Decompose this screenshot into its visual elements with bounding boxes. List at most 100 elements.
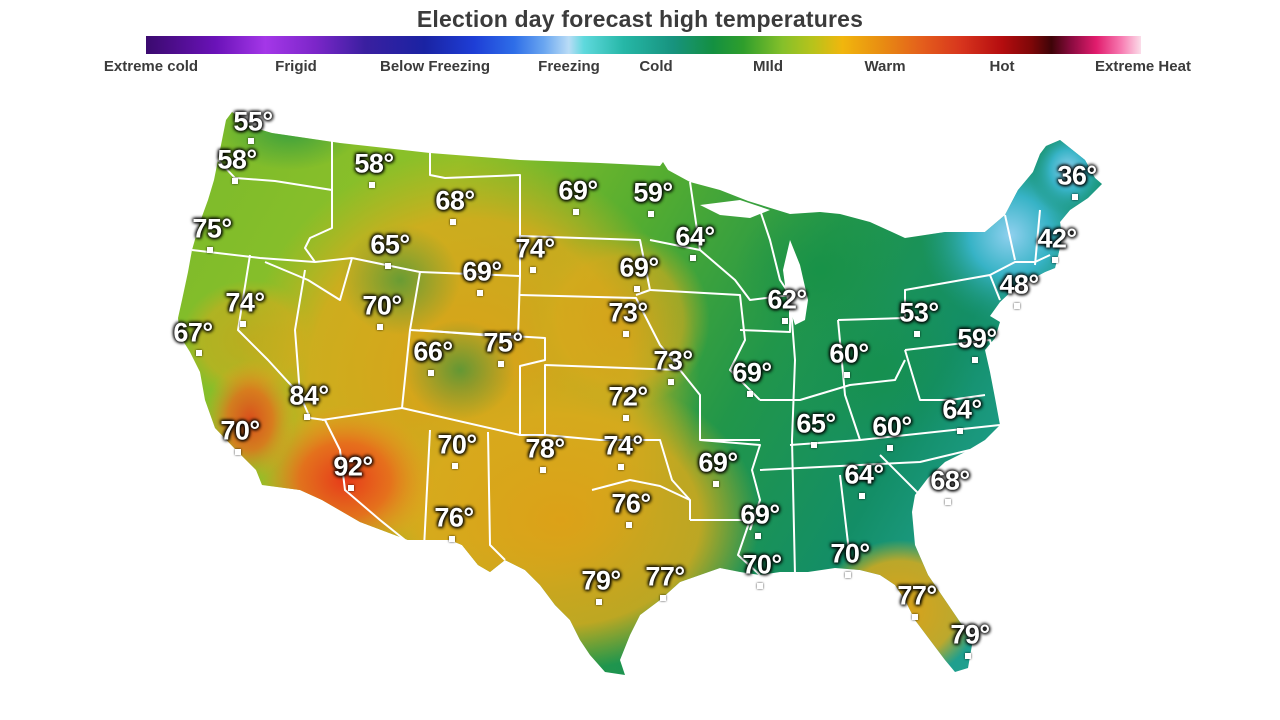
temp-label-sioux-falls: 69° (619, 252, 659, 283)
city-marker (634, 286, 640, 292)
city-marker (207, 247, 213, 253)
temp-label-portland: 58° (217, 144, 257, 175)
city-marker (626, 522, 632, 528)
temp-label-san-antonio: 79° (581, 565, 621, 596)
temp-label-bismarck: 69° (558, 175, 598, 206)
temp-label-wichita: 72° (608, 381, 648, 412)
temp-label-oklahoma-city: 74° (603, 430, 643, 461)
city-marker (912, 614, 918, 620)
city-marker (757, 583, 763, 589)
temp-label-washington-dc: 59° (957, 323, 997, 354)
state-borders (191, 132, 1051, 576)
city-marker (1052, 257, 1058, 263)
city-marker (782, 318, 788, 324)
city-marker (660, 595, 666, 601)
legend-label-extreme-heat: Extreme Heat (1095, 58, 1191, 75)
city-marker (690, 255, 696, 261)
temp-label-new-york: 48° (999, 269, 1039, 300)
temp-label-atlanta: 64° (844, 459, 884, 490)
city-marker (747, 391, 753, 397)
temp-label-pittsburgh: 53° (899, 297, 939, 328)
city-marker (498, 361, 504, 367)
city-marker (385, 263, 391, 269)
city-marker (887, 445, 893, 451)
legend-label-extreme-cold: Extreme cold (103, 58, 199, 75)
temp-label-duluth: 59° (633, 177, 673, 208)
city-marker (1072, 194, 1078, 200)
city-marker (235, 449, 241, 455)
city-marker (623, 415, 629, 421)
temp-label-seattle: 55° (233, 106, 273, 137)
temp-label-reno: 74° (225, 287, 265, 318)
temp-label-columbus: 60° (829, 338, 869, 369)
temp-label-tallahassee: 70° (830, 538, 870, 569)
legend-label-cold: Cold (639, 58, 673, 75)
city-marker (377, 324, 383, 330)
temp-label-salt-lake-city: 70° (362, 290, 402, 321)
city-marker (811, 442, 817, 448)
temp-label-grand-junction: 66° (413, 336, 453, 367)
city-marker (972, 357, 978, 363)
temp-label-miami: 79° (950, 619, 990, 650)
temp-label-boston: 42° (1037, 223, 1077, 254)
city-marker (859, 493, 865, 499)
legend-label-mild: MIld (753, 58, 783, 75)
temp-label-little-rock: 69° (698, 447, 738, 478)
city-marker (232, 178, 238, 184)
temp-label-charleston: 68° (930, 465, 970, 496)
temp-label-raleigh: 64° (942, 394, 982, 425)
city-marker (573, 209, 579, 215)
temp-label-amarillo: 78° (525, 433, 565, 464)
city-marker (618, 464, 624, 470)
city-marker (957, 428, 963, 434)
temp-label-albuquerque: 70° (437, 429, 477, 460)
temp-label-chicago: 62° (767, 284, 807, 315)
city-marker (713, 481, 719, 487)
city-marker (452, 463, 458, 469)
lake-michigan (783, 240, 808, 325)
temperature-legend-colorbar (146, 36, 1141, 54)
city-marker (196, 350, 202, 356)
temp-label-el-paso: 76° (434, 502, 474, 533)
temp-label-san-francisco: 67° (173, 317, 213, 348)
temp-label-dallas: 76° (611, 488, 651, 519)
temp-label-st-louis: 69° (732, 357, 772, 388)
city-marker (530, 267, 536, 273)
city-marker (755, 533, 761, 539)
city-marker (248, 138, 254, 144)
city-marker (369, 182, 375, 188)
legend-label-frigid: Frigid (275, 58, 317, 75)
city-marker (623, 331, 629, 337)
legend-label-warm: Warm (864, 58, 906, 75)
temp-label-las-vegas: 84° (289, 380, 329, 411)
city-marker (648, 211, 654, 217)
city-marker (1014, 303, 1020, 309)
city-marker (348, 485, 354, 491)
temp-label-minneapolis: 64° (675, 221, 715, 252)
city-marker (596, 599, 602, 605)
temp-label-new-orleans: 70° (742, 549, 782, 580)
temp-label-missoula: 58° (354, 148, 394, 179)
legend-label-freezing: Freezing (538, 58, 600, 75)
temp-label-los-angeles: 70° (220, 415, 260, 446)
map-title: Election day forecast high temperatures (416, 6, 864, 32)
city-marker (450, 219, 456, 225)
city-marker (428, 370, 434, 376)
temp-label-casper: 69° (462, 256, 502, 287)
city-marker (668, 379, 674, 385)
temp-label-caribou: 36° (1057, 160, 1097, 191)
temp-label-north-platte: 75° (483, 327, 523, 358)
city-marker (844, 372, 850, 378)
city-marker (540, 467, 546, 473)
temp-label-kansas-city: 73° (653, 345, 693, 376)
temp-label-orlando: 77° (897, 580, 937, 611)
temp-label-medford: 75° (192, 213, 232, 244)
legend-label-hot: Hot (989, 58, 1015, 75)
city-marker (914, 331, 920, 337)
temp-label-billings: 68° (435, 185, 475, 216)
city-marker (449, 536, 455, 542)
temp-label-knoxville: 60° (872, 411, 912, 442)
city-marker (845, 572, 851, 578)
city-marker (304, 414, 310, 420)
